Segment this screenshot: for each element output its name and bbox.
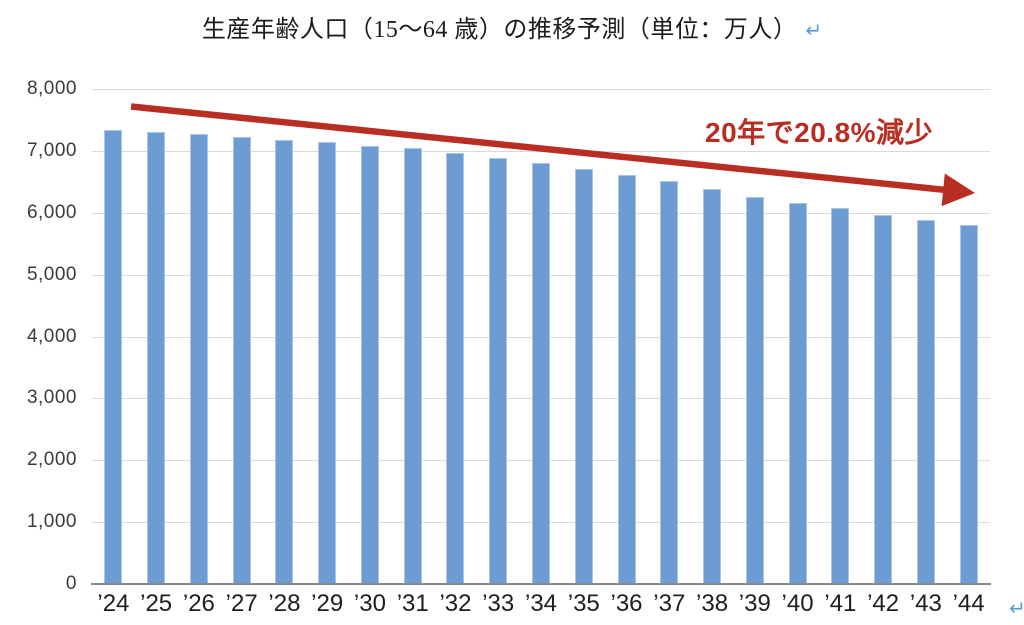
bar: [788, 202, 807, 584]
bar: [703, 189, 722, 584]
x-tick-label: ’24: [97, 590, 130, 617]
bar: [189, 133, 208, 584]
x-axis-line: [91, 583, 991, 585]
bar: [916, 219, 935, 584]
bar: [489, 157, 508, 584]
y-tick-label: 8,000: [26, 78, 77, 99]
x-tick-label: ’30: [353, 590, 386, 617]
x-tick-label: ’29: [311, 590, 344, 617]
x-tick-label: ’27: [225, 590, 258, 617]
bar: [831, 208, 850, 584]
bar: [232, 136, 251, 584]
x-tick-label: ’32: [439, 590, 472, 617]
bar: [403, 148, 422, 584]
gridline: [92, 89, 990, 90]
bar: [617, 175, 636, 584]
bar: [745, 197, 764, 584]
x-tick-label: ’43: [909, 590, 942, 617]
bar: [147, 131, 166, 584]
x-tick-label: ’28: [268, 590, 301, 617]
bar: [104, 130, 123, 584]
x-tick-label: ’37: [653, 590, 686, 617]
y-tick-label: 4,000: [26, 325, 77, 347]
bar: [574, 169, 593, 584]
bar: [959, 224, 978, 584]
y-tick-label: 6,000: [26, 201, 77, 223]
chart-title: 生産年齢人口（15～64 歳）の推移予測（単位：万人）: [201, 17, 798, 43]
x-tick-label: ’44: [952, 590, 985, 617]
x-tick-label: ’40: [781, 590, 814, 617]
x-tick-label: ’38: [696, 590, 729, 617]
bar: [360, 145, 379, 584]
gridline: [92, 150, 990, 152]
bar: [318, 142, 337, 584]
chart-title-row: 生産年齢人口（15～64 歳）の推移予測（単位：万人） ↵: [0, 9, 1024, 44]
y-tick-label: 7,000: [26, 139, 77, 161]
x-tick-label: ’34: [524, 590, 558, 617]
x-tick-label: ’25: [140, 590, 173, 617]
trend-arrow-head: [941, 173, 975, 207]
y-tick-label: 3,000: [26, 387, 77, 409]
x-tick-label: ’33: [482, 590, 515, 617]
bar: [446, 152, 465, 584]
y-tick-label: 0: [65, 573, 77, 594]
x-tick-label: ’31: [396, 590, 429, 617]
annotation-label: 20年で20.8%減少: [705, 117, 934, 148]
x-tick-label: ’39: [738, 590, 771, 617]
y-tick-label: 5,000: [26, 263, 77, 285]
x-tick-label: ’36: [610, 590, 643, 617]
y-tick-label: 2,000: [26, 449, 77, 471]
bar: [532, 163, 550, 584]
bar: [275, 139, 294, 584]
x-tick-label: ’26: [182, 590, 215, 617]
x-tick-label: ’35: [567, 590, 600, 617]
x-tick-label: ’42: [867, 590, 900, 617]
y-tick-label: 1,000: [26, 511, 77, 533]
paragraph-return-icon: ↵: [1009, 596, 1024, 620]
x-tick-label: ’41: [824, 590, 857, 617]
paragraph-return-icon: ↵: [805, 18, 823, 42]
bar: [874, 214, 893, 584]
bar: [660, 180, 679, 584]
